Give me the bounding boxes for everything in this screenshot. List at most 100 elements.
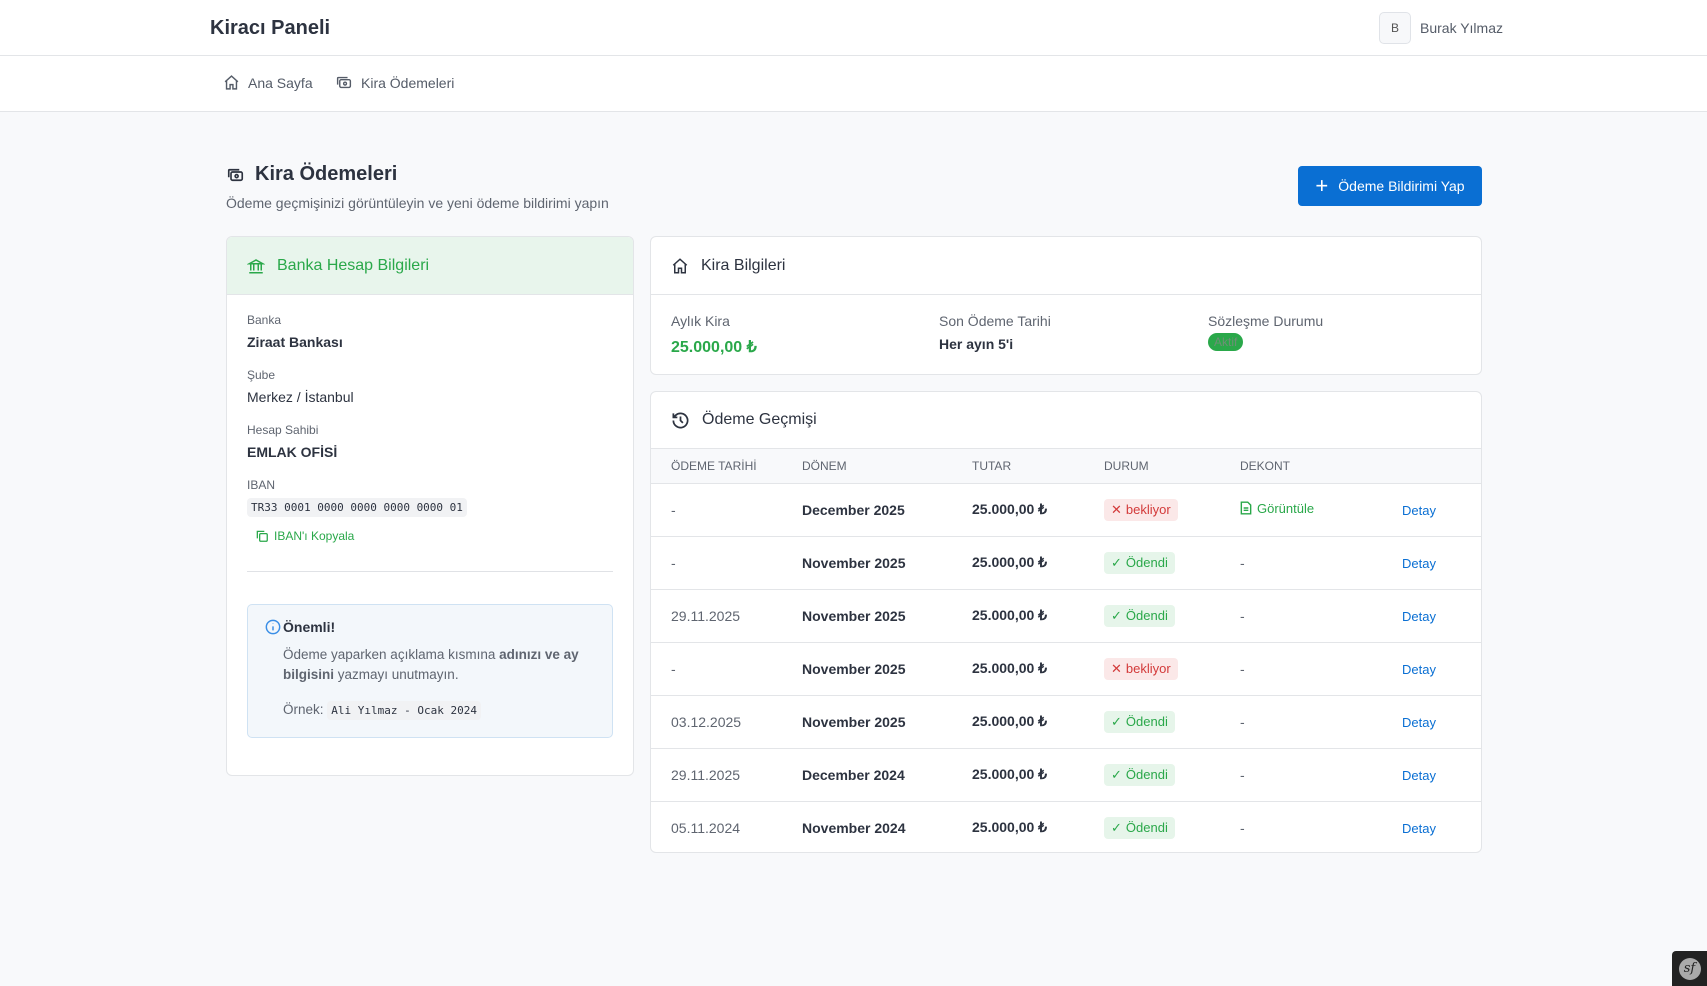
page-subtitle: Ödeme geçmişinizi görüntüleyin ve yeni ö… (226, 195, 609, 211)
copy-icon (256, 530, 268, 542)
plus-icon: + (1315, 173, 1329, 198)
check-icon: ✓ (1111, 554, 1122, 570)
card-header: Ödeme Geçmişi (651, 392, 1481, 449)
amount: 25.000,00 ₺ (972, 819, 1048, 836)
card-title: Kira Bilgileri (701, 256, 786, 274)
home-icon (672, 257, 688, 273)
payment-date: - (651, 483, 802, 537)
status-badge: ✓ Ödendi (1104, 816, 1175, 839)
card-header: Kira Bilgileri (651, 237, 1481, 295)
col-header: DURUM (1104, 449, 1240, 484)
col-header (1402, 449, 1481, 484)
status-badge: ✕ bekliyor (1104, 657, 1178, 680)
amount: 25.000,00 ₺ (972, 642, 1104, 696)
status-badge: ✓ Ödendi (1104, 763, 1175, 786)
detail-link[interactable]: Detay (1402, 714, 1436, 730)
document-icon (1240, 501, 1252, 515)
bank-label: Banka (247, 313, 282, 327)
brand-title: Kiracı Paneli (210, 17, 331, 39)
divider (247, 571, 613, 572)
receipt-empty: - (1240, 554, 1245, 571)
user-name: Burak Yılmaz (1420, 20, 1503, 36)
card-title: Banka Hesap Bilgileri (277, 256, 430, 274)
nav-label: Ana Sayfa (248, 74, 313, 91)
contract-status-badge: Aktif (1208, 333, 1244, 351)
nav-item-payments[interactable]: Kira Ödemeleri (335, 74, 454, 91)
table-row: 29.11.2025 November 2025 25.000,00 ₺ ✓ Öd… (651, 589, 1481, 643)
payment-date: 29.11.2025 (651, 748, 802, 802)
amount: 25.000,00 ₺ (972, 536, 1104, 590)
branch-value: Merkez / İstanbul (247, 389, 354, 405)
card-title: Ödeme Geçmişi (702, 411, 817, 428)
nav-bar: Ana Sayfa Kira Ödemeleri (0, 56, 1707, 112)
payment-date: 29.11.2025 (651, 589, 802, 643)
check-icon: ✓ (1111, 713, 1122, 729)
view-receipt-link[interactable]: Görüntüle (1240, 501, 1314, 516)
bank-icon (247, 258, 265, 273)
bank-info-card: Banka Hesap Bilgileri Banka Ziraat Banka… (226, 236, 634, 776)
detail-link[interactable]: Detay (1402, 767, 1436, 783)
check-icon: ✓ (1111, 607, 1122, 623)
col-header: DEKONT (1240, 449, 1402, 484)
button-label: Ödeme Bildirimi Yap (1338, 178, 1465, 194)
iban-label: IBAN (247, 478, 276, 492)
payment-date: 05.11.2024 (671, 819, 741, 836)
branch-label: Şube (247, 368, 276, 382)
detail-link[interactable]: Detay (1402, 608, 1436, 624)
contract-status-label: Sözleşme Durumu (1208, 313, 1324, 329)
money-icon (336, 76, 352, 89)
user-menu[interactable]: B Burak Yılmaz (1379, 12, 1503, 44)
receipt-empty: - (1240, 713, 1245, 730)
card-header: Banka Hesap Bilgileri (227, 237, 633, 295)
payment-table: ÖDEME TARİHİ DÖNEM TUTAR DURUM DEKONT - … (651, 449, 1481, 852)
money-icon (227, 168, 244, 181)
col-header: ÖDEME TARİHİ (651, 449, 802, 484)
history-icon (672, 412, 689, 428)
bank-value: Ziraat Bankası (247, 334, 343, 350)
notice-text: Ödeme yaparken açıklama kısmına adınızı … (283, 647, 579, 682)
copy-iban-button[interactable]: IBAN'ı Kopyala (255, 529, 613, 543)
notice-title: Önemli! (283, 619, 336, 635)
receipt-empty: - (1240, 819, 1245, 836)
table-row: 29.11.2025 December 2024 25.000,00 ₺ ✓ Öd… (651, 748, 1481, 802)
period: December 2024 (802, 748, 972, 802)
amount: 25.000,00 ₺ (972, 483, 1104, 537)
table-row: - November 2025 25.000,00 ₺ ✕ bekliyor - … (651, 642, 1481, 696)
table-row: 03.12.2025 November 2025 25.000,00 ₺ ✓ Öd… (651, 695, 1481, 749)
example-value: Ali Yılmaz - Ocak 2024 (327, 701, 481, 720)
status-badge: ✓ Ödendi (1104, 551, 1175, 574)
period: November 2025 (802, 536, 972, 590)
due-date-label: Son Ödeme Tarihi (939, 313, 1051, 329)
period: November 2024 (802, 819, 906, 836)
detail-link[interactable]: Detay (1402, 661, 1436, 677)
owner-label: Hesap Sahibi (247, 423, 319, 437)
detail-link[interactable]: Detay (1402, 820, 1436, 836)
table-row: - November 2025 25.000,00 ₺ ✓ Ödendi - De… (651, 536, 1481, 590)
amount: 25.000,00 ₺ (972, 748, 1104, 802)
check-icon: ✓ (1111, 819, 1122, 835)
col-header: TUTAR (972, 449, 1104, 484)
col-header: DÖNEM (802, 449, 972, 484)
avatar: B (1379, 12, 1411, 44)
payment-notice-button[interactable]: + Ödeme Bildirimi Yap (1298, 166, 1482, 206)
payment-date: - (651, 536, 802, 590)
receipt-empty: - (1240, 607, 1245, 624)
detail-link[interactable]: Detay (1402, 502, 1436, 518)
detail-link[interactable]: Detay (1402, 555, 1436, 571)
nav-item-home[interactable]: Ana Sayfa (223, 74, 313, 91)
nav-label: Kira Ödemeleri (361, 74, 455, 91)
status-badge: ✓ Ödendi (1104, 710, 1175, 733)
payment-date: - (651, 642, 802, 696)
info-icon (265, 619, 281, 635)
period: November 2025 (802, 695, 972, 749)
owner-value: EMLAK OFİSİ (247, 444, 338, 460)
payment-date: 03.12.2025 (651, 695, 802, 749)
example-label: Örnek: (283, 702, 324, 717)
symfony-toolbar-button[interactable]: sf (1672, 951, 1707, 986)
amount: 25.000,00 ₺ (972, 589, 1104, 643)
rent-info-card: Kira Bilgileri Aylık Kira 25.000,00 ₺ So… (650, 236, 1482, 375)
receipt-empty: - (1240, 766, 1245, 783)
table-row: - December 2025 25.000,00 ₺ ✕ bekliyor Gö… (651, 483, 1481, 537)
symfony-logo-icon: sf (1678, 957, 1701, 980)
home-icon (224, 75, 239, 90)
